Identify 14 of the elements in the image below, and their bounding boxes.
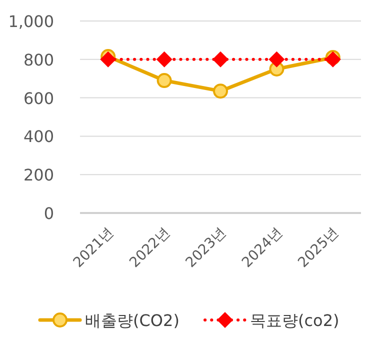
y-tick-label: 600: [23, 88, 54, 108]
point: [156, 51, 172, 68]
point: [212, 51, 228, 68]
y-tick-label: 400: [23, 127, 54, 146]
y-tick-label: 1,000: [8, 12, 54, 31]
point: [100, 51, 116, 68]
y-tick-label: 0: [44, 204, 54, 223]
legend-label: 배출량(CO2): [85, 311, 180, 330]
point: [268, 51, 285, 68]
y-tick-label: 800: [23, 50, 54, 70]
y-tick-label: 200: [23, 166, 54, 185]
point: [156, 73, 172, 88]
legend-label: 목표량(co2): [250, 311, 340, 330]
point: [213, 84, 228, 99]
